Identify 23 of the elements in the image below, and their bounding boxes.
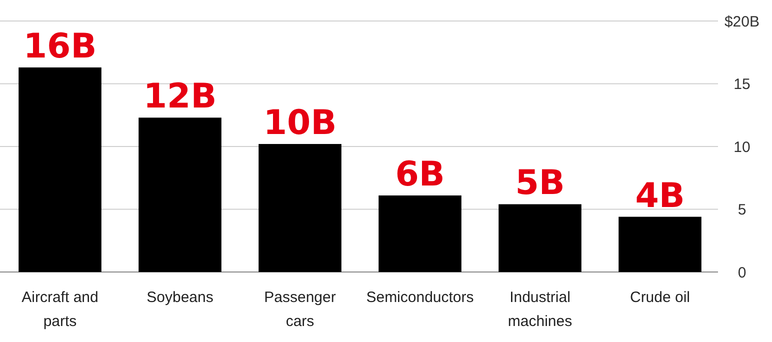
bar [18,67,102,272]
x-tick-label: Aircraft and parts [22,289,98,330]
x-tick-label: Soybeans [146,289,214,306]
y-tick-label: 5 [738,202,746,218]
data-label: 10B [263,102,337,143]
data-label: 12B [143,76,217,117]
x-tick-label: Semiconductors [366,289,474,306]
bar [498,204,582,272]
data-label: 5B [515,163,565,204]
bar [378,195,462,272]
x-tick-label: Industrial machines [508,289,572,330]
y-tick-label: 0 [738,264,746,282]
x-tick-label: Crude oil [630,289,690,306]
y-tick-label: 15 [734,76,750,93]
data-label: 4B [635,176,685,216]
y-tick-label: 10 [734,138,750,156]
bar [138,118,222,272]
data-label: 6B [395,154,445,194]
bar [618,216,702,272]
x-tick-label: Passenger cars [264,289,336,330]
bar [258,144,342,272]
data-label: 16B [23,26,97,66]
y-tick-label: $20B [724,13,760,30]
